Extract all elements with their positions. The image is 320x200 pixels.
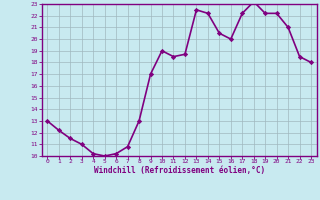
X-axis label: Windchill (Refroidissement éolien,°C): Windchill (Refroidissement éolien,°C) <box>94 166 265 175</box>
